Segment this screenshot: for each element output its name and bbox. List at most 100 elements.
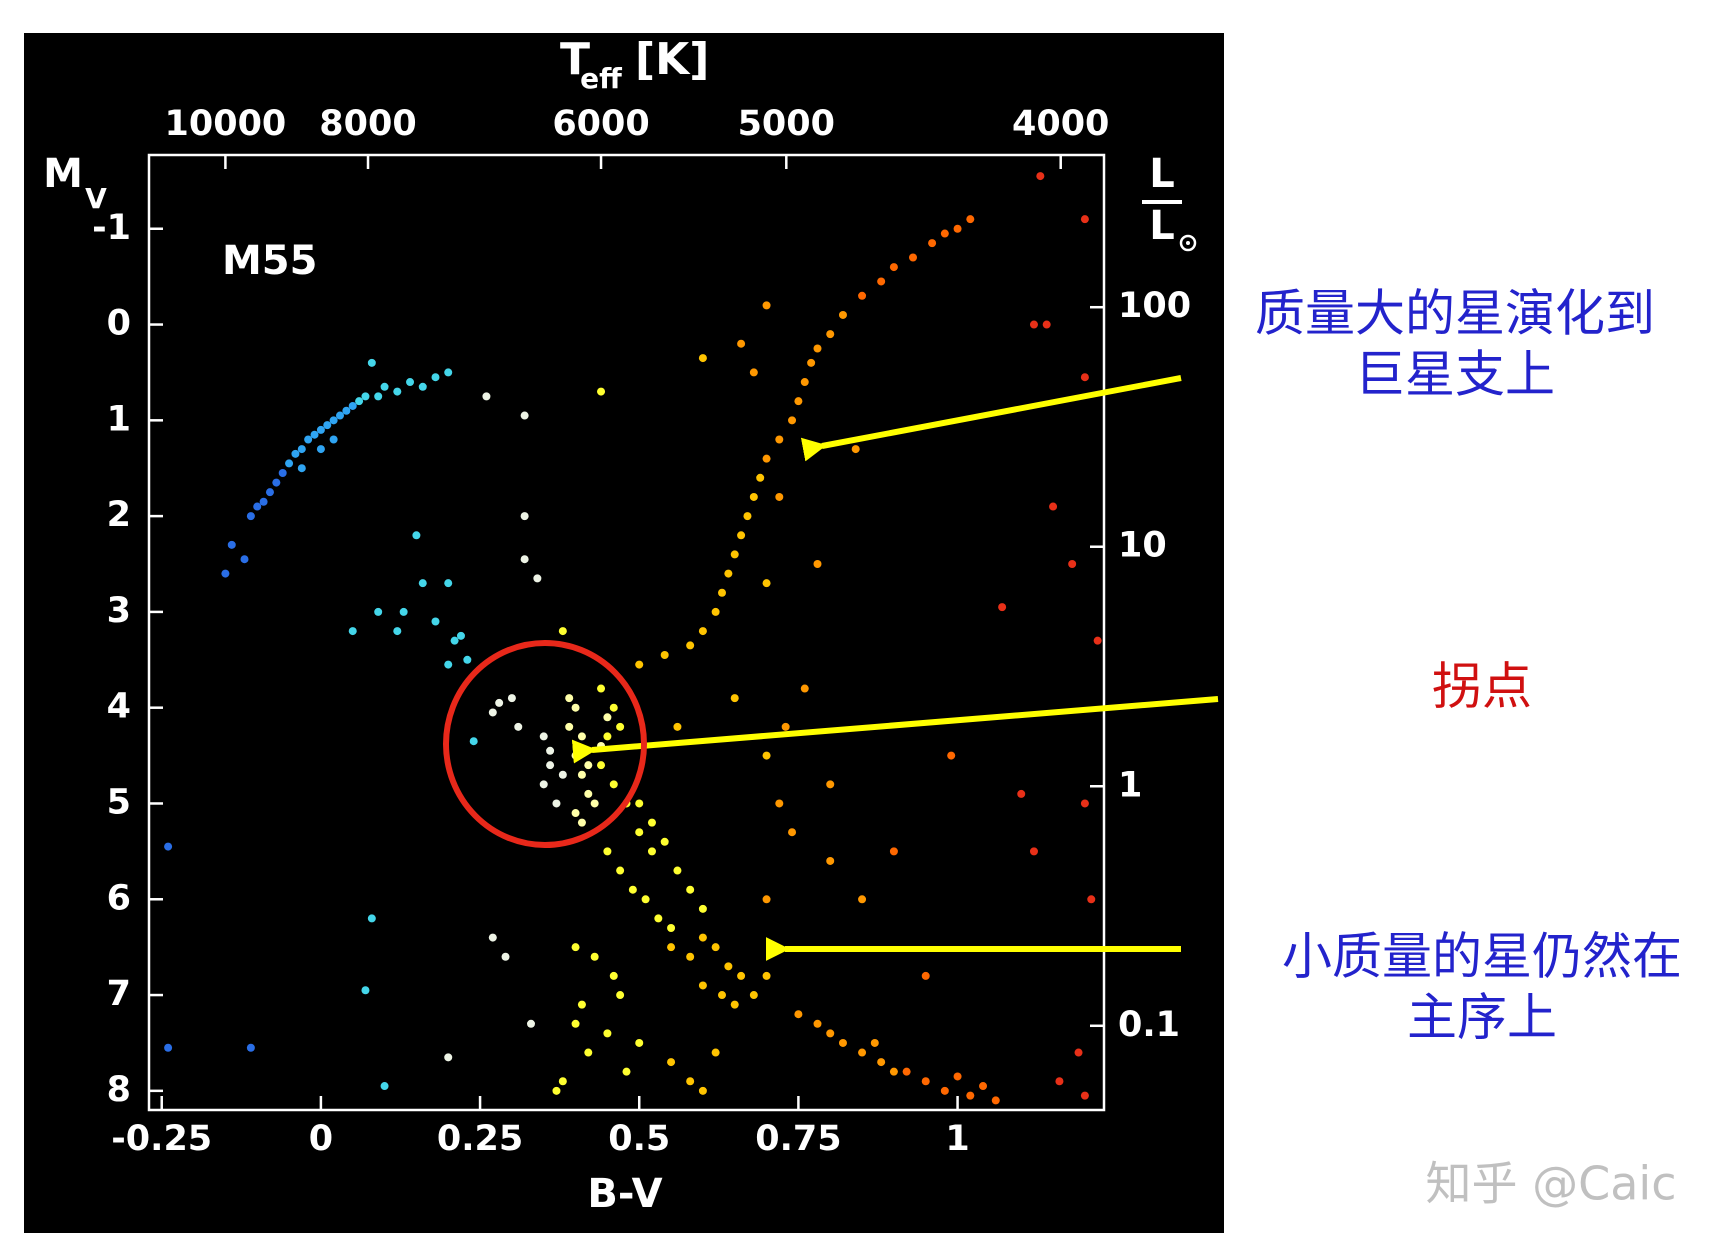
star-point xyxy=(571,809,580,818)
star-point xyxy=(265,488,274,497)
arrow xyxy=(571,696,1219,764)
star-point xyxy=(858,291,867,300)
star-point xyxy=(558,627,567,636)
star-point xyxy=(456,631,465,640)
star-point xyxy=(940,229,949,238)
star-point xyxy=(660,837,669,846)
star-point xyxy=(577,818,586,827)
star-point xyxy=(603,713,612,722)
star-point xyxy=(711,943,720,952)
star-point xyxy=(488,708,497,717)
star-point xyxy=(367,358,376,367)
star-point xyxy=(698,981,707,990)
y2-tick-label: 1 xyxy=(1118,765,1142,805)
star-point xyxy=(329,416,338,425)
star-point xyxy=(686,1077,695,1086)
x-tick-label: 1 xyxy=(945,1119,969,1159)
star-point xyxy=(998,603,1007,612)
star-point xyxy=(775,799,784,808)
sun-symbol xyxy=(1179,234,1197,252)
star-point xyxy=(1049,502,1058,511)
star-point xyxy=(628,885,637,894)
star-point xyxy=(921,971,930,980)
star-point xyxy=(577,1000,586,1009)
star-point xyxy=(1080,1091,1089,1100)
star-point xyxy=(991,1096,1000,1105)
star-point xyxy=(367,914,376,923)
cluster-label: M55 xyxy=(222,238,317,284)
star-point xyxy=(813,1019,822,1028)
star-point xyxy=(781,722,790,731)
star-point xyxy=(686,641,695,650)
star-point xyxy=(584,789,593,798)
star-point xyxy=(348,627,357,636)
star-point xyxy=(246,1043,255,1052)
star-point xyxy=(635,1038,644,1047)
star-point xyxy=(539,732,548,741)
star-point xyxy=(546,746,555,755)
star-point xyxy=(794,397,803,406)
star-point xyxy=(1042,320,1051,329)
x-tick-label: 0.5 xyxy=(608,1119,670,1159)
star-point xyxy=(336,411,344,420)
star-point xyxy=(1029,320,1038,329)
star-point xyxy=(737,971,746,980)
star-point xyxy=(418,382,427,391)
x-tick-label: -0.25 xyxy=(111,1119,212,1159)
star-point xyxy=(673,866,682,875)
star-point xyxy=(488,933,497,942)
y-tick-label: 5 xyxy=(107,782,131,822)
star-point xyxy=(762,579,771,588)
star-point xyxy=(253,502,262,511)
star-point xyxy=(698,1086,707,1095)
star-point xyxy=(577,770,586,779)
star-point xyxy=(966,215,975,224)
star-point xyxy=(953,224,962,233)
annotation: 质量大的星演化到 xyxy=(1255,285,1655,343)
star-point xyxy=(858,1048,867,1057)
plot-frame xyxy=(147,153,1106,1112)
y-tick-label: 7 xyxy=(107,974,131,1014)
star-point xyxy=(577,732,586,741)
star-point xyxy=(718,991,726,1000)
star-point xyxy=(374,392,383,401)
star-point xyxy=(584,761,593,770)
star-point xyxy=(1080,215,1089,224)
star-point xyxy=(520,411,529,420)
star-point xyxy=(953,1072,962,1081)
star-point xyxy=(794,1010,803,1019)
star-point xyxy=(374,607,383,616)
x-tick-label: 0.75 xyxy=(755,1119,841,1159)
x2-tick-label: 4000 xyxy=(1012,104,1109,144)
star-point xyxy=(889,1067,898,1076)
star-point xyxy=(1068,560,1077,569)
star-point xyxy=(246,512,255,521)
y-tick-label: 6 xyxy=(107,878,131,918)
star-point xyxy=(164,842,173,851)
star-point xyxy=(1080,373,1089,382)
star-point xyxy=(361,986,370,995)
star-point xyxy=(444,660,453,669)
star-point xyxy=(762,454,771,463)
star-point xyxy=(807,358,816,367)
x2-tick-label: 8000 xyxy=(319,104,416,144)
star-point xyxy=(412,531,421,540)
star-point xyxy=(870,1038,879,1047)
y2-axis-label: L xyxy=(1149,151,1175,197)
star-point xyxy=(647,847,656,856)
y-tick-label: -1 xyxy=(92,208,131,248)
star-point xyxy=(635,660,644,669)
star-point xyxy=(1087,895,1096,904)
y2-tick-label: 0.1 xyxy=(1118,1005,1180,1045)
star-point xyxy=(571,751,580,760)
star-point xyxy=(603,1029,612,1038)
star-point xyxy=(749,492,758,501)
star-point xyxy=(418,579,427,588)
star-point xyxy=(775,492,784,501)
y-tick-label: 3 xyxy=(107,591,131,631)
star-point xyxy=(737,531,746,540)
star-point xyxy=(737,339,746,348)
star-point xyxy=(329,435,338,444)
